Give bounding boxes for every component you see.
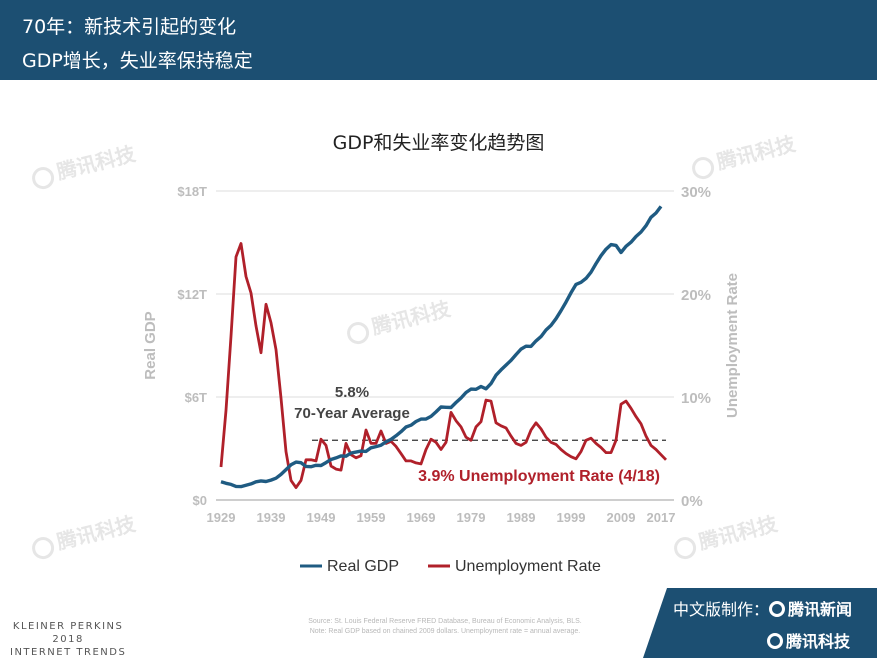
y-right-tick-label: 0% (681, 493, 703, 510)
x-tick-label: 1989 (507, 510, 536, 525)
series-line-unemployment (221, 244, 666, 488)
x-tick-label: 2009 (607, 510, 636, 525)
x-tick-label: 2017 (647, 510, 676, 525)
brand-year: 2018 (10, 633, 126, 646)
y-right-tick-label: 30% (681, 184, 711, 201)
x-tick-label: 1939 (257, 510, 286, 525)
average-value-label: 5.8% (335, 384, 369, 401)
brand-name: KLEINER PERKINS (10, 620, 126, 633)
tencent-tech-logo-icon (767, 633, 783, 649)
source-note: Source: St. Louis Federal Reserve FRED D… (250, 617, 640, 637)
y-right-axis-label: Unemployment Rate (724, 273, 741, 418)
legend-label-unemployment: Unemployment Rate (455, 558, 601, 575)
y-left-tick-label: $6T (185, 390, 207, 405)
tencent-news-logo-icon (769, 601, 785, 617)
y-right-tick-label: 20% (681, 287, 711, 304)
brand-report: INTERNET TRENDS (10, 646, 126, 659)
x-tick-label: 1929 (207, 510, 236, 525)
source-line: Source: St. Louis Federal Reserve FRED D… (250, 617, 640, 627)
series-line-gdp (221, 206, 661, 486)
y-left-tick-label: $18T (177, 184, 207, 199)
x-tick-label: 1959 (357, 510, 386, 525)
current-rate-annotation: 3.9% Unemployment Rate (4/18) (418, 468, 660, 485)
legend-label-gdp: Real GDP (327, 558, 399, 575)
y-left-axis-label: Real GDP (142, 311, 159, 379)
x-tick-label: 1969 (407, 510, 436, 525)
kpcb-brand: KLEINER PERKINS 2018 INTERNET TRENDS (10, 620, 126, 659)
producer-badge: 中文版制作：腾讯新闻 腾讯科技 (643, 588, 877, 658)
badge-line-1: 中文版制作：腾讯新闻 (673, 596, 852, 620)
note-line: Note: Real GDP based on chained 2009 dol… (250, 627, 640, 637)
x-tick-label: 1949 (307, 510, 336, 525)
average-caption: 70-Year Average (294, 405, 410, 422)
y-left-tick-label: $12T (177, 287, 207, 302)
x-tick-label: 1999 (557, 510, 586, 525)
y-right-tick-label: 10% (681, 390, 711, 407)
x-tick-label: 1979 (457, 510, 486, 525)
y-left-tick-label: $0 (193, 493, 207, 508)
badge-line-2: 腾讯科技 (767, 628, 850, 652)
